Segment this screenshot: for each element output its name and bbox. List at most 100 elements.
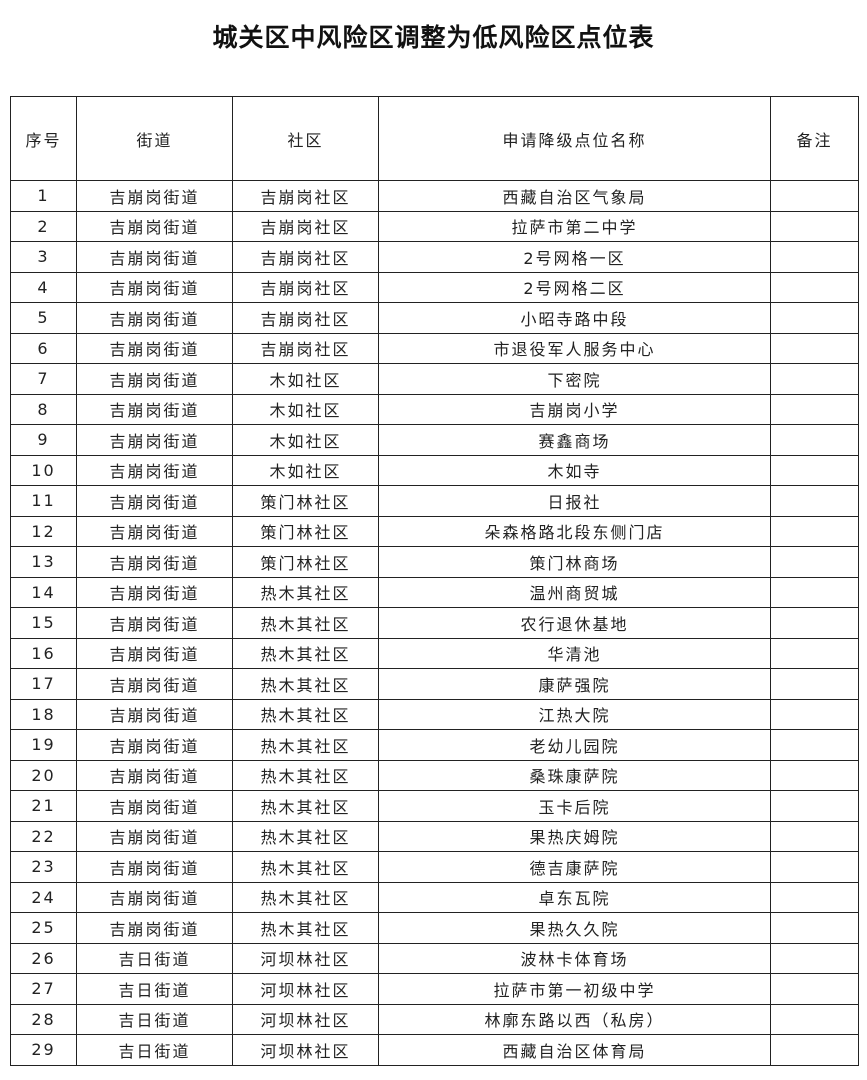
- cell-remarks: [770, 607, 859, 639]
- header-community: 社区: [232, 96, 379, 181]
- table-row: 3 吉崩岗街道 吉崩岗社区 2号网格一区: [10, 241, 859, 273]
- cell-street: 吉崩岗街道: [76, 790, 233, 822]
- cell-community: 策门林社区: [232, 485, 379, 517]
- risk-points-table: 序号 街道 社区 申请降级点位名称 备注 1 吉崩岗街道 吉崩岗社区 西藏自治区气象局…: [10, 96, 859, 1066]
- cell-community: 热木其社区: [232, 790, 379, 822]
- cell-location: 林廓东路以西（私房）: [378, 1003, 771, 1035]
- cell-street: 吉崩岗街道: [76, 851, 233, 883]
- cell-community: 热木其社区: [232, 912, 379, 944]
- cell-remarks: [770, 332, 859, 364]
- cell-street: 吉崩岗街道: [76, 637, 233, 669]
- cell-community: 河坝林社区: [232, 1003, 379, 1035]
- cell-location: 赛鑫商场: [378, 424, 771, 456]
- cell-street: 吉崩岗街道: [76, 454, 233, 486]
- cell-remarks: [770, 881, 859, 913]
- cell-remarks: [770, 393, 859, 425]
- cell-remarks: [770, 485, 859, 517]
- table-row: 11 吉崩岗街道 策门林社区 日报社: [10, 485, 859, 517]
- cell-index: 14: [10, 576, 77, 608]
- cell-index: 20: [10, 759, 77, 791]
- cell-index: 4: [10, 271, 77, 303]
- table-row: 5 吉崩岗街道 吉崩岗社区 小昭寺路中段: [10, 302, 859, 334]
- cell-street: 吉崩岗街道: [76, 180, 233, 212]
- cell-location: 果热久久院: [378, 912, 771, 944]
- table-row: 12 吉崩岗街道 策门林社区 朵森格路北段东侧门店: [10, 515, 859, 547]
- cell-street: 吉崩岗街道: [76, 912, 233, 944]
- cell-location: 果热庆姆院: [378, 820, 771, 852]
- cell-community: 策门林社区: [232, 546, 379, 578]
- cell-community: 河坝林社区: [232, 1034, 379, 1066]
- cell-community: 木如社区: [232, 454, 379, 486]
- cell-street: 吉崩岗街道: [76, 820, 233, 852]
- cell-location: 朵森格路北段东侧门店: [378, 515, 771, 547]
- document-title: 城关区中风险区调整为低风险区点位表: [212, 23, 655, 52]
- cell-street: 吉崩岗街道: [76, 302, 233, 334]
- cell-community: 吉崩岗社区: [232, 302, 379, 334]
- cell-location: 德吉康萨院: [378, 851, 771, 883]
- table-row: 4 吉崩岗街道 吉崩岗社区 2号网格二区: [10, 271, 859, 303]
- cell-community: 热木其社区: [232, 607, 379, 639]
- cell-index: 26: [10, 942, 77, 974]
- cell-remarks: [770, 912, 859, 944]
- table-row: 1 吉崩岗街道 吉崩岗社区 西藏自治区气象局: [10, 180, 859, 212]
- cell-location: 市退役军人服务中心: [378, 332, 771, 364]
- cell-location: 老幼儿园院: [378, 729, 771, 761]
- cell-location: 西藏自治区气象局: [378, 180, 771, 212]
- cell-community: 策门林社区: [232, 515, 379, 547]
- cell-remarks: [770, 790, 859, 822]
- cell-remarks: [770, 241, 859, 273]
- table-row: 25 吉崩岗街道 热木其社区 果热久久院: [10, 912, 859, 944]
- cell-community: 热木其社区: [232, 698, 379, 730]
- table-row: 8 吉崩岗街道 木如社区 吉崩岗小学: [10, 393, 859, 425]
- cell-street: 吉崩岗街道: [76, 576, 233, 608]
- table-row: 23 吉崩岗街道 热木其社区 德吉康萨院: [10, 851, 859, 883]
- cell-index: 23: [10, 851, 77, 883]
- cell-remarks: [770, 576, 859, 608]
- cell-index: 15: [10, 607, 77, 639]
- cell-street: 吉日街道: [76, 973, 233, 1005]
- table-row: 16 吉崩岗街道 热木其社区 华清池: [10, 637, 859, 669]
- cell-community: 河坝林社区: [232, 942, 379, 974]
- table-row: 29 吉日街道 河坝林社区 西藏自治区体育局: [10, 1034, 859, 1066]
- cell-community: 热木其社区: [232, 729, 379, 761]
- cell-community: 河坝林社区: [232, 973, 379, 1005]
- cell-index: 18: [10, 698, 77, 730]
- cell-community: 吉崩岗社区: [232, 210, 379, 242]
- cell-index: 24: [10, 881, 77, 913]
- cell-community: 热木其社区: [232, 668, 379, 700]
- cell-remarks: [770, 454, 859, 486]
- cell-street: 吉崩岗街道: [76, 607, 233, 639]
- header-street: 街道: [76, 96, 233, 181]
- cell-remarks: [770, 210, 859, 242]
- cell-index: 8: [10, 393, 77, 425]
- cell-community: 热木其社区: [232, 851, 379, 883]
- cell-remarks: [770, 759, 859, 791]
- cell-location: 西藏自治区体育局: [378, 1034, 771, 1066]
- cell-index: 28: [10, 1003, 77, 1035]
- cell-community: 热木其社区: [232, 637, 379, 669]
- table-row: 6 吉崩岗街道 吉崩岗社区 市退役军人服务中心: [10, 332, 859, 364]
- cell-location: 华清池: [378, 637, 771, 669]
- table-row: 14 吉崩岗街道 热木其社区 温州商贸城: [10, 576, 859, 608]
- cell-remarks: [770, 973, 859, 1005]
- cell-remarks: [770, 1003, 859, 1035]
- cell-remarks: [770, 942, 859, 974]
- cell-location: 策门林商场: [378, 546, 771, 578]
- table-row: 15 吉崩岗街道 热木其社区 农行退休基地: [10, 607, 859, 639]
- cell-community: 热木其社区: [232, 576, 379, 608]
- cell-street: 吉崩岗街道: [76, 485, 233, 517]
- cell-remarks: [770, 1034, 859, 1066]
- cell-index: 5: [10, 302, 77, 334]
- cell-index: 13: [10, 546, 77, 578]
- cell-remarks: [770, 668, 859, 700]
- cell-community: 木如社区: [232, 424, 379, 456]
- cell-community: 吉崩岗社区: [232, 241, 379, 273]
- cell-index: 7: [10, 363, 77, 395]
- cell-index: 25: [10, 912, 77, 944]
- table-row: 18 吉崩岗街道 热木其社区 江热大院: [10, 698, 859, 730]
- cell-street: 吉日街道: [76, 1034, 233, 1066]
- table-header-row: 序号 街道 社区 申请降级点位名称 备注: [10, 96, 859, 181]
- cell-remarks: [770, 698, 859, 730]
- cell-remarks: [770, 424, 859, 456]
- cell-community: 木如社区: [232, 363, 379, 395]
